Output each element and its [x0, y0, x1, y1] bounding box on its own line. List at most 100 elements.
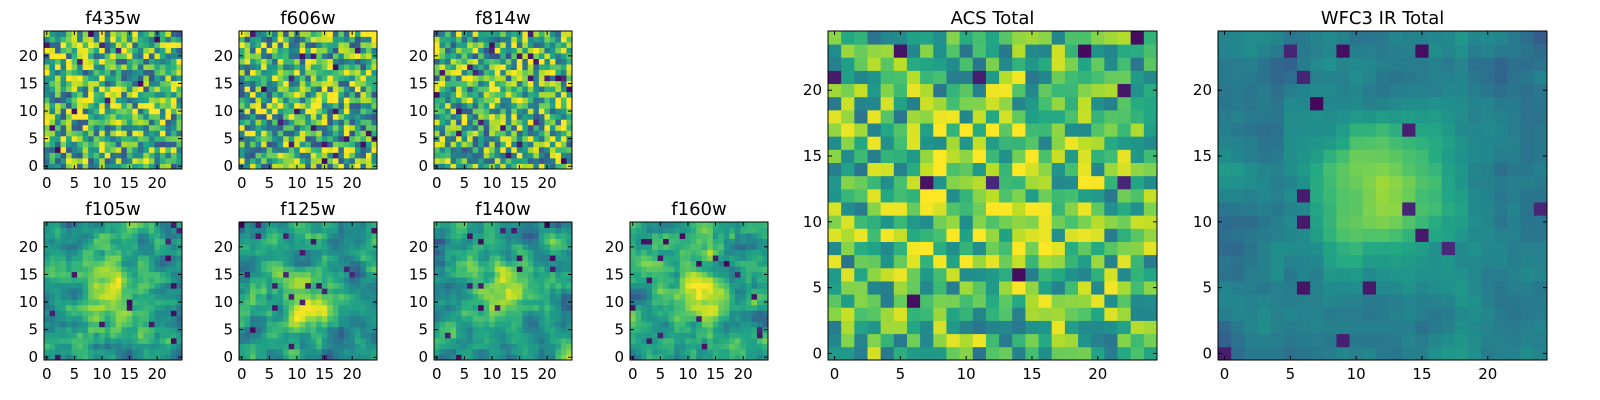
heatmap-cell: [544, 244, 551, 250]
heatmap-cell: [104, 42, 111, 48]
heatmap-cell: [316, 58, 323, 65]
heatmap-cell: [505, 130, 512, 137]
heatmap-cell: [283, 75, 290, 82]
heatmap-cell: [148, 58, 155, 65]
heatmap-cell: [49, 326, 56, 333]
heatmap-cell: [450, 80, 457, 87]
heatmap-cell: [566, 47, 573, 54]
heatmap-cell: [261, 157, 267, 164]
heatmap-cell: [467, 222, 474, 228]
heatmap-cell: [277, 255, 284, 262]
heatmap-cell: [511, 75, 518, 82]
heatmap-cell: [165, 304, 172, 311]
heatmap-cell: [310, 152, 317, 159]
heatmap-cell: [544, 326, 551, 333]
heatmap-cell: [115, 36, 122, 43]
heatmap-cell: [338, 36, 345, 43]
heatmap-cell: [272, 135, 279, 142]
heatmap-cell: [316, 277, 323, 284]
heatmap-cell: [494, 244, 501, 250]
heatmap-cell: [261, 310, 267, 317]
heatmap-cell: [327, 326, 334, 333]
heatmap-cell: [354, 86, 361, 93]
heatmap-cell: [305, 64, 312, 71]
heatmap-cell: [674, 277, 681, 284]
heatmap-cell: [354, 53, 361, 59]
heatmap-cell: [60, 97, 67, 104]
heatmap-cell: [55, 152, 61, 159]
heatmap-cell: [461, 36, 468, 43]
heatmap-cell: [707, 343, 714, 350]
heatmap-cell: [450, 260, 457, 267]
heatmap-cell: [126, 332, 133, 339]
heatmap-cell: [60, 31, 67, 37]
heatmap-cell: [635, 222, 642, 228]
heatmap-cell: [49, 47, 56, 54]
heatmap-cell: [854, 188, 868, 203]
heatmap-cell: [110, 146, 117, 153]
heatmap-cell: [327, 102, 334, 109]
heatmap-cell: [1117, 215, 1132, 229]
heatmap-cell: [445, 282, 451, 289]
heatmap-cell: [327, 293, 334, 300]
heatmap-cell: [668, 326, 675, 333]
heatmap-cell: [154, 91, 161, 98]
heatmap-cell: [321, 97, 328, 104]
heatmap-cell: [338, 277, 345, 284]
heatmap-cell: [707, 310, 714, 317]
heatmap-cell: [244, 310, 251, 317]
heatmap-cell: [472, 141, 479, 148]
heatmap-cell: [110, 97, 117, 104]
heatmap-cell: [365, 282, 372, 289]
heatmap-cell: [729, 266, 736, 273]
heatmap-cell: [360, 304, 367, 311]
heatmap-cell: [723, 343, 730, 350]
heatmap-cell: [244, 64, 251, 71]
heatmap-cell: [555, 233, 562, 239]
heatmap-cell: [121, 233, 128, 239]
heatmap-cell: [555, 282, 562, 289]
heatmap-cell: [690, 315, 697, 322]
heatmap-cell: [261, 326, 267, 333]
heatmap-cell: [261, 135, 267, 142]
heatmap-cell: [71, 108, 78, 115]
heatmap-cell: [522, 36, 529, 43]
heatmap-cell: [734, 348, 741, 355]
heatmap-cell: [516, 326, 523, 333]
heatmap-cell: [170, 271, 177, 278]
heatmap-cell: [560, 321, 567, 328]
heatmap-cell: [467, 64, 474, 71]
heatmap-cell: [143, 97, 150, 104]
heatmap-cell: [483, 249, 490, 256]
heatmap-cell: [154, 64, 161, 71]
heatmap-cell: [154, 42, 161, 48]
heatmap-cell: [159, 244, 166, 250]
heatmap-cell: [121, 266, 128, 273]
heatmap-cell: [663, 255, 670, 262]
heatmap-cell: [946, 162, 960, 177]
heatmap-cell: [277, 91, 284, 98]
heatmap-cell: [44, 266, 50, 273]
heatmap-cell: [99, 152, 106, 159]
heatmap-cell: [349, 304, 356, 311]
heatmap-cell: [360, 113, 367, 120]
heatmap-cell: [126, 315, 133, 322]
heatmap-cell: [511, 141, 518, 148]
heatmap-cell: [332, 47, 339, 54]
heatmap-cell: [115, 282, 122, 289]
heatmap-cell: [478, 233, 485, 239]
heatmap-cell: [533, 91, 540, 98]
heatmap-cell: [1078, 267, 1092, 282]
heatmap-cell: [170, 288, 177, 295]
heatmap-cell: [137, 304, 144, 311]
heatmap-cell: [663, 321, 670, 328]
heatmap-cell: [332, 222, 339, 228]
heatmap-cell: [549, 233, 556, 239]
heatmap-cell: [652, 227, 658, 234]
heatmap-cell: [93, 288, 100, 295]
heatmap-cell: [1038, 254, 1053, 269]
heatmap-cell: [1143, 228, 1158, 242]
heatmap-cell: [316, 102, 323, 109]
heatmap-cell: [734, 337, 741, 344]
heatmap-cell: [66, 102, 72, 109]
